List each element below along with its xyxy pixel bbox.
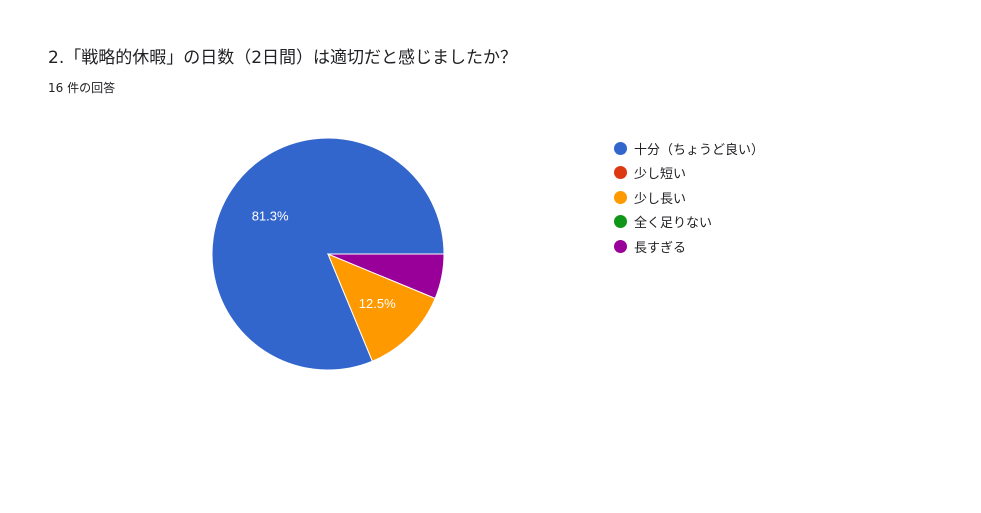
legend-label-2: 少し長い [634, 191, 687, 207]
legend-label-3: 全く足りない [634, 216, 713, 232]
slice-label-0: 81.3% [252, 208, 289, 223]
legend-swatch-1 [614, 166, 627, 180]
legend-item-2[interactable]: 少し長い [614, 185, 764, 210]
legend-swatch-3 [614, 215, 627, 229]
question-title: 2.「戦略的休暇」の日数（2日間）は適切だと感じましたか？ [48, 48, 518, 68]
pie-slice-0[interactable] [211, 137, 445, 371]
legend-swatch-0 [614, 141, 627, 155]
pie-slice-2[interactable] [327, 253, 436, 362]
legend-label-1: 少し短い [634, 167, 687, 183]
legend-label-4: 長すぎる [634, 240, 687, 256]
legend-item-0[interactable]: 十分（ちょうど良い） [614, 136, 764, 161]
legend-label-0: 十分（ちょうど良い） [634, 142, 765, 158]
legend-item-1[interactable]: 少し短い [614, 161, 764, 186]
legend-item-3[interactable]: 全く足りない [614, 210, 764, 235]
chart-legend: 十分（ちょうど良い） 少し短い少し長い全く足りない 長すぎる [614, 136, 764, 259]
legend-item-4[interactable]: 長すぎる [614, 234, 764, 259]
pie-slice-4[interactable] [327, 253, 445, 300]
legend-swatch-2 [614, 190, 627, 204]
legend-swatch-4 [614, 239, 627, 253]
slice-label-2: 12.5% [359, 296, 396, 311]
response-count: 16 件の回答 [48, 81, 116, 95]
